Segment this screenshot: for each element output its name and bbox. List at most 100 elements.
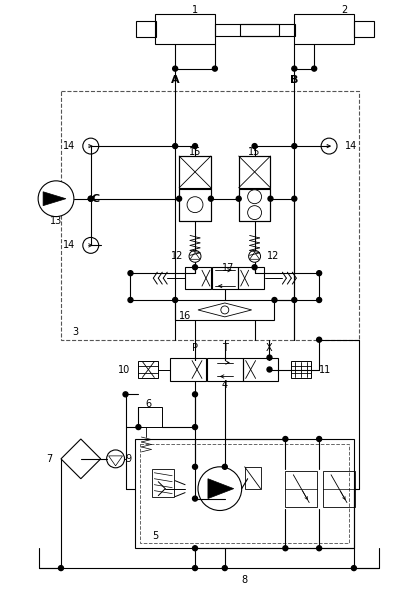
Circle shape bbox=[136, 425, 141, 429]
Circle shape bbox=[128, 271, 133, 276]
Text: 16: 16 bbox=[179, 311, 191, 321]
Text: B: B bbox=[290, 75, 299, 84]
Circle shape bbox=[38, 181, 74, 216]
Circle shape bbox=[292, 196, 297, 201]
Circle shape bbox=[292, 144, 297, 148]
Circle shape bbox=[317, 546, 322, 551]
Circle shape bbox=[83, 138, 99, 154]
Bar bbox=[138, 407, 162, 427]
Bar bbox=[140, 444, 349, 543]
Bar bbox=[136, 21, 156, 37]
Bar bbox=[240, 24, 295, 36]
Bar bbox=[170, 358, 206, 382]
Circle shape bbox=[187, 197, 203, 213]
Bar bbox=[245, 467, 261, 489]
Bar bbox=[239, 189, 271, 221]
Bar bbox=[135, 439, 354, 548]
Circle shape bbox=[312, 66, 317, 71]
Circle shape bbox=[192, 496, 198, 501]
Circle shape bbox=[317, 271, 322, 276]
Bar bbox=[185, 267, 211, 289]
Text: 7: 7 bbox=[46, 454, 52, 464]
Circle shape bbox=[83, 237, 99, 254]
Polygon shape bbox=[198, 303, 252, 317]
Bar bbox=[294, 14, 354, 44]
Text: 14: 14 bbox=[63, 240, 75, 251]
Circle shape bbox=[248, 206, 261, 219]
Text: 10: 10 bbox=[118, 365, 130, 374]
Circle shape bbox=[267, 355, 272, 360]
Circle shape bbox=[192, 392, 198, 397]
Text: 13: 13 bbox=[50, 215, 62, 225]
Text: 12: 12 bbox=[171, 251, 183, 261]
Bar bbox=[61, 91, 359, 340]
Text: 3: 3 bbox=[73, 327, 79, 337]
Circle shape bbox=[58, 566, 64, 570]
Circle shape bbox=[88, 196, 93, 201]
Circle shape bbox=[321, 138, 337, 154]
Bar bbox=[239, 156, 271, 221]
Circle shape bbox=[173, 66, 178, 71]
Text: 9: 9 bbox=[126, 454, 132, 464]
Text: 1: 1 bbox=[192, 5, 198, 15]
Circle shape bbox=[248, 251, 261, 263]
Circle shape bbox=[173, 298, 178, 303]
Text: 2: 2 bbox=[341, 5, 347, 15]
Bar bbox=[285, 471, 317, 507]
Bar bbox=[292, 361, 311, 379]
Circle shape bbox=[222, 464, 227, 469]
Text: P: P bbox=[192, 343, 198, 353]
Circle shape bbox=[123, 392, 128, 397]
Polygon shape bbox=[250, 252, 260, 260]
Text: T: T bbox=[222, 343, 228, 353]
Text: 14: 14 bbox=[345, 141, 357, 151]
Bar bbox=[175, 300, 275, 320]
Circle shape bbox=[352, 566, 356, 570]
Bar bbox=[179, 156, 211, 221]
Circle shape bbox=[213, 66, 217, 71]
Text: 5: 5 bbox=[152, 531, 158, 541]
Bar bbox=[212, 267, 238, 289]
Circle shape bbox=[107, 450, 124, 468]
Bar bbox=[215, 24, 279, 36]
Circle shape bbox=[283, 546, 288, 551]
Circle shape bbox=[198, 467, 242, 511]
Polygon shape bbox=[43, 192, 66, 206]
Bar bbox=[323, 471, 355, 507]
Bar bbox=[179, 156, 211, 188]
Polygon shape bbox=[190, 252, 200, 260]
Circle shape bbox=[222, 566, 227, 570]
Circle shape bbox=[292, 66, 297, 71]
Circle shape bbox=[268, 196, 273, 201]
Polygon shape bbox=[61, 439, 101, 479]
Polygon shape bbox=[109, 456, 122, 466]
Circle shape bbox=[173, 144, 178, 148]
Text: X: X bbox=[266, 343, 273, 353]
Bar bbox=[138, 361, 158, 379]
Text: 6: 6 bbox=[145, 399, 151, 409]
Circle shape bbox=[192, 425, 198, 429]
Circle shape bbox=[128, 298, 133, 303]
Bar bbox=[243, 358, 278, 382]
Bar bbox=[354, 21, 374, 37]
Circle shape bbox=[317, 337, 322, 342]
Circle shape bbox=[177, 196, 182, 201]
Circle shape bbox=[248, 190, 261, 204]
Circle shape bbox=[192, 144, 198, 148]
Bar bbox=[155, 14, 215, 44]
Text: 12: 12 bbox=[267, 251, 279, 261]
Text: 17: 17 bbox=[222, 263, 234, 273]
Circle shape bbox=[209, 196, 213, 201]
Text: 15: 15 bbox=[189, 147, 201, 157]
Bar bbox=[152, 469, 174, 496]
Circle shape bbox=[192, 566, 198, 570]
Text: A: A bbox=[171, 75, 179, 84]
Circle shape bbox=[317, 298, 322, 303]
Circle shape bbox=[252, 144, 257, 148]
Bar bbox=[207, 358, 243, 382]
Circle shape bbox=[192, 265, 198, 270]
Circle shape bbox=[192, 546, 198, 551]
Text: 14: 14 bbox=[63, 141, 75, 151]
Circle shape bbox=[189, 251, 201, 263]
Circle shape bbox=[267, 367, 272, 372]
